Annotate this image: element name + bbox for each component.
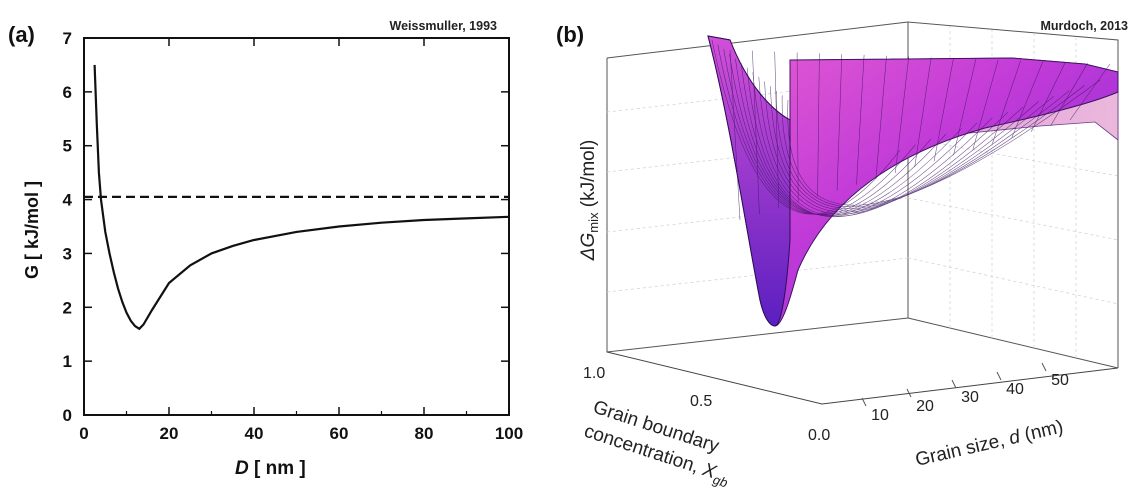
x-tick bbox=[951, 379, 957, 389]
y-tick-label: 0.5 bbox=[690, 393, 712, 410]
x-tick-label: 40 bbox=[1006, 381, 1024, 398]
panel-a-plot-frame bbox=[83, 37, 510, 416]
panel-a-tick-labels: 0 20 40 60 80 100 0 1 2 3 4 5 6 7 bbox=[63, 29, 524, 443]
mesh-line bbox=[1069, 63, 1111, 121]
y-tick-label: 1 bbox=[63, 352, 72, 371]
x-tick-label: 50 bbox=[1051, 372, 1069, 389]
panel-a-series bbox=[84, 64, 510, 331]
panel-b-surface bbox=[707, 35, 1119, 327]
panel-a: (a) Weissmuller, 1993 0 20 40 60 80 100 0 1 2 3 4 5… bbox=[8, 19, 523, 479]
x-tick bbox=[1041, 362, 1047, 372]
panel-a-y-axis-label: G [ kJ/mol ] bbox=[22, 181, 42, 279]
mesh-line bbox=[875, 55, 887, 179]
panel-b: (b) Murdoch, 2013 10 20 30 40 50 0.0 1.0 0.5 ΔG… bbox=[556, 19, 1128, 491]
panel-b-axes-box bbox=[606, 21, 1119, 405]
mesh-line bbox=[752, 50, 760, 215]
panel-a-credit: Weissmuller, 1993 bbox=[390, 19, 498, 33]
x-tick-label: 60 bbox=[330, 424, 349, 443]
panel-b-ticks: 10 20 30 40 50 0.0 1.0 0.5 bbox=[583, 362, 1069, 444]
mesh-line bbox=[836, 54, 843, 191]
mesh-line bbox=[711, 39, 901, 215]
panel-b-surface-mesh bbox=[711, 39, 1111, 221]
mesh-line bbox=[817, 53, 820, 197]
y-tick-label: 5 bbox=[63, 137, 72, 156]
mesh-line bbox=[764, 81, 1039, 213]
mesh-line bbox=[972, 59, 999, 150]
y-tick-label: 2 bbox=[63, 298, 72, 317]
x-tick-label: 40 bbox=[245, 424, 264, 443]
mesh-line bbox=[895, 56, 910, 173]
y-tick-label: 0 bbox=[63, 406, 72, 425]
y-tick-label: 3 bbox=[63, 244, 72, 263]
x-tick-label: 100 bbox=[495, 424, 523, 443]
mesh-line bbox=[729, 49, 741, 221]
mesh-line bbox=[953, 59, 977, 156]
mesh-line bbox=[1030, 62, 1066, 132]
panel-a-label: (a) bbox=[8, 22, 35, 47]
y-tick-label: 1.0 bbox=[583, 365, 605, 382]
x-tick-label: 30 bbox=[961, 389, 979, 406]
energy-curve bbox=[93, 64, 510, 331]
y-tick-label: 0.0 bbox=[808, 427, 830, 444]
x-tick-label: 0 bbox=[79, 424, 88, 443]
x-tick-label: 20 bbox=[916, 398, 934, 415]
x-tick-label: 80 bbox=[415, 424, 434, 443]
mesh-line bbox=[914, 57, 932, 168]
mesh-line bbox=[787, 79, 1101, 206]
panel-a-ticks bbox=[83, 37, 510, 416]
x-tick-label: 10 bbox=[871, 407, 889, 424]
mesh-line bbox=[752, 72, 1008, 217]
mesh-line bbox=[1050, 63, 1088, 127]
mesh-line bbox=[992, 60, 1021, 144]
y-tick-label: 6 bbox=[63, 83, 72, 102]
y-tick-label: 4 bbox=[63, 191, 73, 210]
mesh-line bbox=[781, 85, 1085, 208]
mesh-line bbox=[735, 58, 962, 216]
mesh-line bbox=[776, 90, 1070, 209]
y-tick-label: 7 bbox=[63, 29, 72, 48]
mesh-line bbox=[933, 58, 954, 162]
mesh-line bbox=[1011, 61, 1044, 138]
panel-b-label: (b) bbox=[556, 22, 584, 47]
grid-line bbox=[907, 257, 1119, 305]
x-tick-label: 20 bbox=[160, 424, 179, 443]
panel-b-surface-well bbox=[707, 35, 791, 327]
grid-line bbox=[907, 197, 1119, 241]
mesh-line bbox=[796, 52, 799, 203]
panel-b-z-axis-label: ΔGmix (kJ/mol) bbox=[578, 140, 601, 262]
mesh-line bbox=[723, 49, 932, 215]
mesh-line bbox=[856, 54, 865, 185]
panel-a-x-axis-label: D [ nm ] bbox=[235, 458, 306, 479]
x-tick bbox=[996, 371, 1002, 381]
mesh-line bbox=[774, 51, 780, 209]
x-tick bbox=[861, 397, 867, 407]
panel-b-credit: Murdoch, 2013 bbox=[1040, 19, 1128, 33]
mesh-line bbox=[758, 76, 1024, 215]
mesh-line bbox=[746, 67, 993, 218]
x-tick bbox=[906, 388, 912, 398]
panel-b-x-axis-label: Grain size, d (nm) bbox=[913, 416, 1065, 470]
